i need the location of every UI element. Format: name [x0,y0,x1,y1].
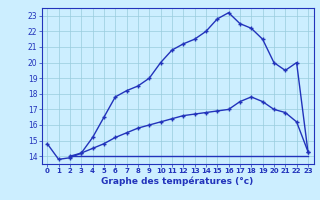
X-axis label: Graphe des températures (°c): Graphe des températures (°c) [101,177,254,186]
